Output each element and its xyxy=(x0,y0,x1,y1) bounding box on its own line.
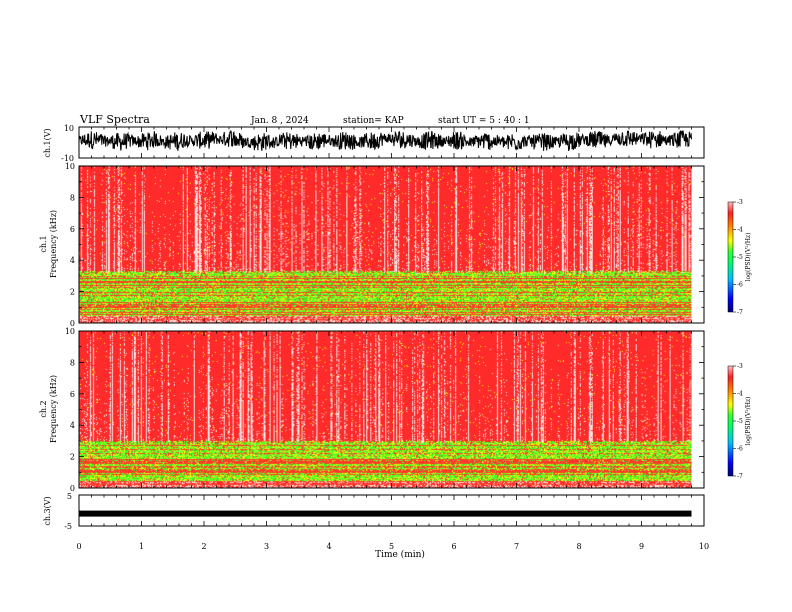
x-tick-label: 4 xyxy=(326,542,331,551)
ch1-ytick-top: 10 xyxy=(64,124,74,133)
ch1-colorbar-label: log(PSD)(V²/Hz) xyxy=(745,233,752,282)
y-tick-label: 6 xyxy=(70,225,75,234)
x-tick-label: 9 xyxy=(639,542,644,551)
colorbar-tick-label: -5 xyxy=(737,418,743,425)
colorbar-tick-label: -3 xyxy=(737,363,743,370)
ch3-waveform-ylabel: ch.3(V) xyxy=(43,496,52,525)
x-tick-label: 3 xyxy=(264,542,269,551)
figure-title: VLF Spectra xyxy=(79,113,150,126)
ch3-waveform-trace xyxy=(79,510,692,517)
y-tick-label: 10 xyxy=(65,327,75,336)
ch1-waveform-ylabel: ch.1(V) xyxy=(43,128,52,157)
ch1-spectrogram-ylabel-2: Frequency (kHz) xyxy=(49,210,58,278)
x-tick-label: 2 xyxy=(201,542,206,551)
x-tick-label: 5 xyxy=(389,542,394,551)
colorbar-tick-label: -5 xyxy=(737,254,743,261)
y-tick-label: 4 xyxy=(70,256,75,265)
y-tick-label: 8 xyxy=(70,358,75,367)
ch2-colorbar: -3 -4 -5 -6 -7 log(PSD)(V²/Hz) xyxy=(727,363,752,480)
colorbar-tick-label: -6 xyxy=(737,446,743,453)
ch1-spectrogram-panel: 0 2 4 6 8 10 ch.1 Frequency (kHz) xyxy=(39,162,705,328)
y-tick-label: 0 xyxy=(70,484,75,493)
ch3-ytick-bottom: -5 xyxy=(64,522,72,531)
date-label: Jan. 8 , 2024 xyxy=(250,116,309,126)
x-tick-label: 0 xyxy=(76,542,81,551)
y-tick-label: 8 xyxy=(70,193,75,202)
y-tick-label: 0 xyxy=(70,319,75,328)
colorbar-tick-label: -3 xyxy=(737,199,743,206)
ch1-waveform-trace xyxy=(78,130,692,152)
ch2-spectrogram-ylabel-1: ch.2 xyxy=(39,400,48,417)
ch2-colorbar-label: log(PSD)(V²/Hz) xyxy=(745,397,752,446)
ch2-spectrogram-ylabel-2: Frequency (kHz) xyxy=(49,375,58,443)
ch1-spectrogram-image xyxy=(79,166,692,323)
ch1-ytick-bottom: -10 xyxy=(61,154,74,163)
colorbar-tick-label: -4 xyxy=(737,227,743,234)
ch2-spectrogram-panel: 0 2 4 6 8 10 ch.2 Frequency (kHz) xyxy=(39,327,705,493)
y-tick-label: 10 xyxy=(65,162,75,171)
station-label: station= KAP xyxy=(343,116,404,126)
ch1-spectrogram-ylabel-1: ch.1 xyxy=(39,235,48,252)
ch1-waveform-panel: 10 -10 ch.1(V) xyxy=(43,124,705,163)
x-tick-label: 10 xyxy=(699,542,709,551)
x-tick-label: 8 xyxy=(576,542,581,551)
ch2-spectrogram-image xyxy=(79,331,692,488)
colorbar-tick-label: -7 xyxy=(737,473,743,480)
ch3-waveform-panel: 5 -5 ch.3(V) xyxy=(43,492,705,531)
x-axis-label: Time (min) xyxy=(375,549,425,560)
x-tick-label: 1 xyxy=(139,542,144,551)
y-tick-label: 4 xyxy=(70,421,75,430)
y-tick-label: 6 xyxy=(70,390,75,399)
ch3-ytick-top: 5 xyxy=(67,492,72,501)
colorbar-tick-label: -6 xyxy=(737,282,743,289)
ch1-colorbar: -3 -4 -5 -6 -7 log(PSD)(V²/Hz) xyxy=(727,199,752,316)
start-time-label: start UT = 5 : 40 : 1 xyxy=(438,116,530,126)
y-tick-label: 2 xyxy=(70,288,75,297)
x-tick-label: 7 xyxy=(514,542,519,551)
colorbar-tick-label: -7 xyxy=(737,309,743,316)
x-tick-label: 6 xyxy=(451,542,456,551)
ch2-colorbar-gradient xyxy=(727,365,734,477)
y-tick-label: 2 xyxy=(70,453,75,462)
ch1-colorbar-gradient xyxy=(727,201,734,313)
colorbar-tick-label: -4 xyxy=(737,391,743,398)
